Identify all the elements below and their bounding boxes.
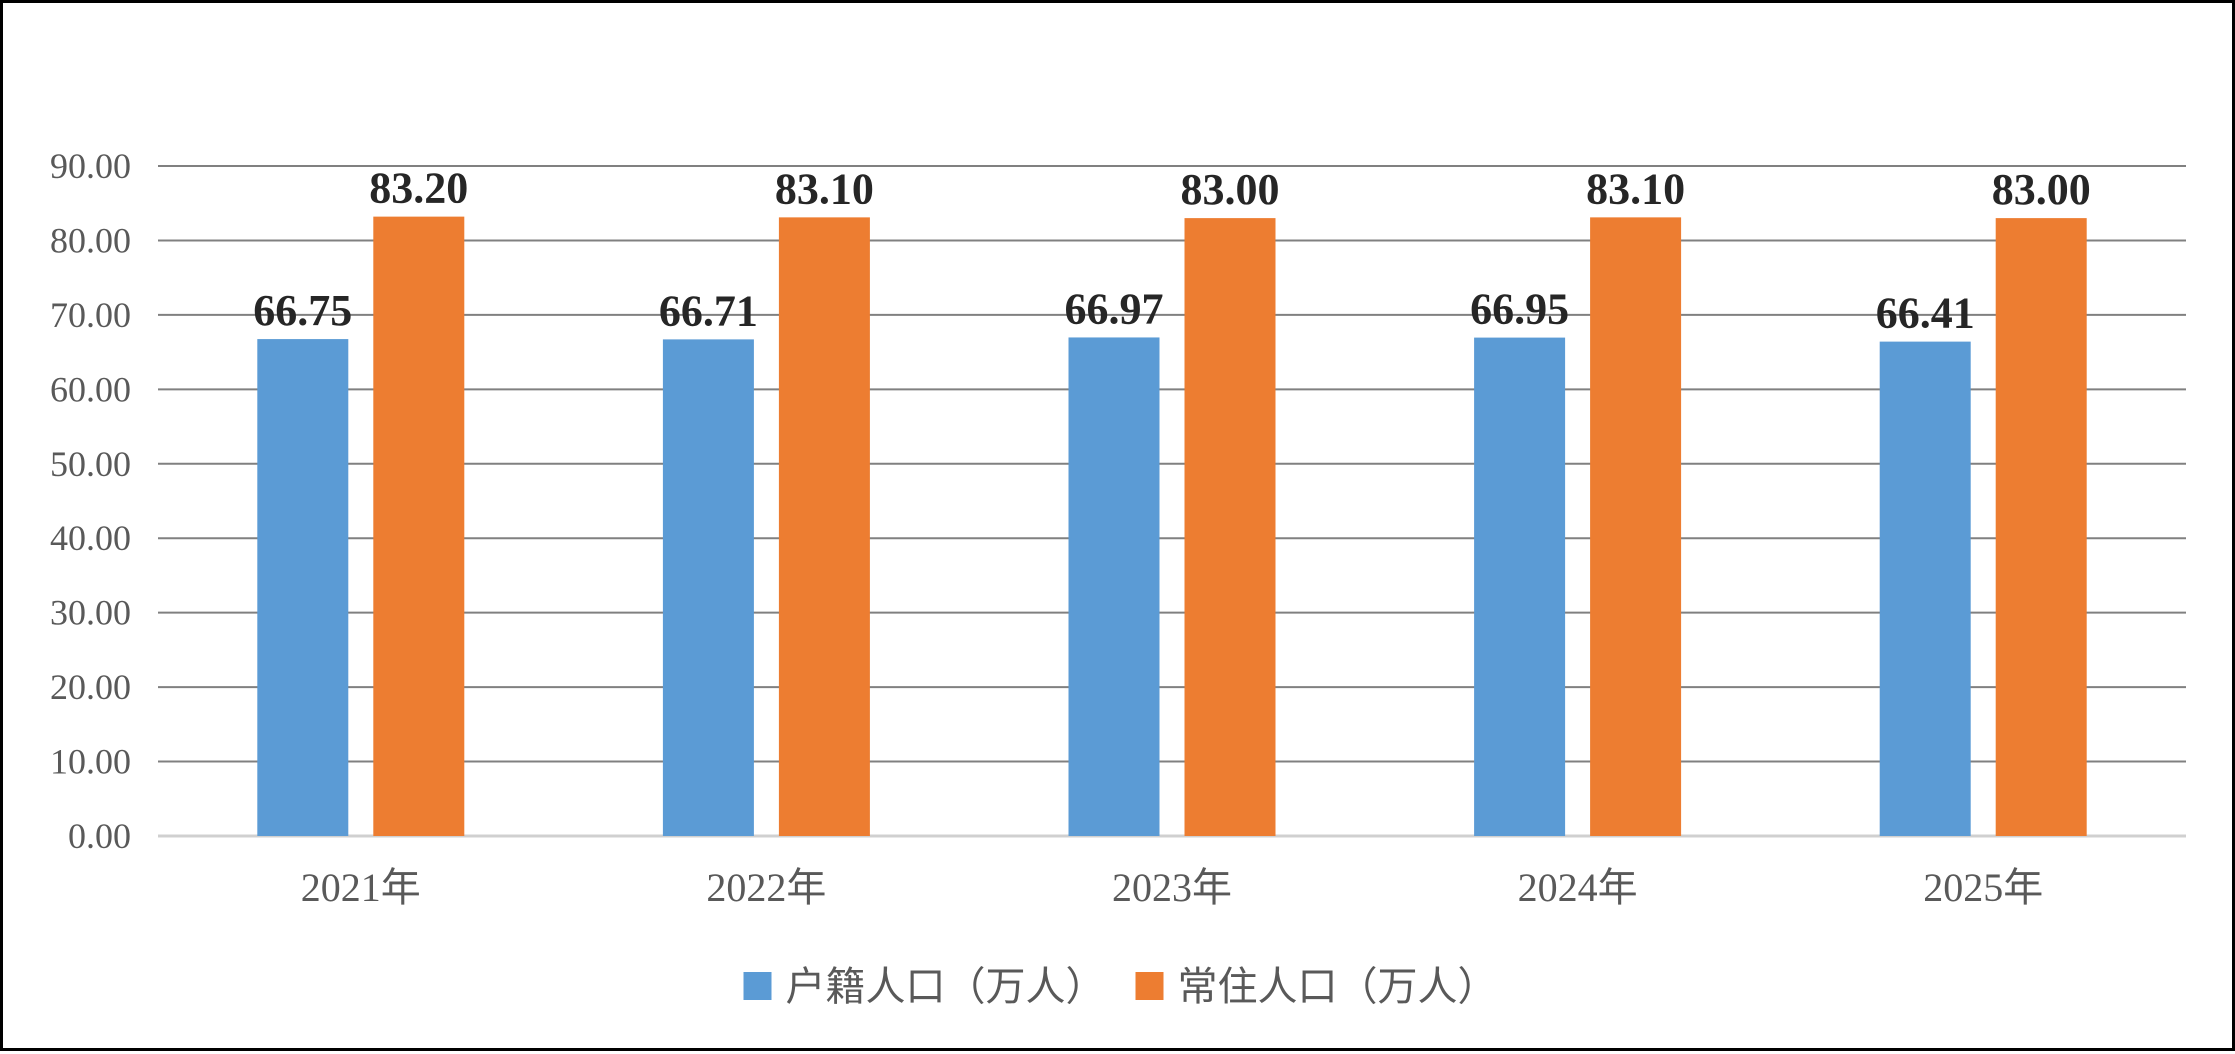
legend-label: 户籍人口（万人）: [786, 964, 1106, 1009]
y-tick-label: 10.00: [50, 742, 131, 782]
y-tick-label: 60.00: [50, 369, 131, 409]
bar-series2: [1184, 218, 1276, 837]
y-tick-label: 0.00: [68, 816, 131, 856]
data-label: 83.20: [369, 164, 468, 213]
x-axis-categories: 2021年 2022年 2023年 2024年 2025年: [301, 865, 2043, 910]
gridlines: [158, 165, 2186, 838]
legend: 户籍人口（万人） 常住人口（万人）: [743, 964, 1498, 1009]
data-label: 83.00: [1181, 165, 1280, 214]
data-label: 66.71: [659, 286, 758, 335]
y-tick-label: 90.00: [50, 146, 131, 186]
x-category-label: 2022年: [706, 865, 826, 910]
data-labels: 66.75 83.20 66.71 83.10 66.97 83.00 66.95 83.10…: [253, 164, 2090, 338]
bars: [257, 216, 2087, 837]
data-label: 66.41: [1876, 289, 1975, 338]
y-tick-label: 40.00: [50, 518, 131, 558]
legend-swatch: [743, 972, 772, 1000]
data-label: 83.10: [775, 164, 874, 213]
y-axis-ticks: 0.00 10.00 20.00 30.00 40.00 50.00 60.00 70.00 8…: [50, 146, 131, 856]
y-tick-label: 30.00: [50, 593, 131, 633]
y-tick-label: 20.00: [50, 667, 131, 707]
data-label: 66.97: [1065, 284, 1164, 333]
bar-series1: [1879, 341, 1971, 836]
data-label: 83.10: [1586, 164, 1685, 213]
data-label: 83.00: [1992, 165, 2091, 214]
x-category-label: 2025年: [1923, 865, 2043, 910]
bar-series2: [373, 216, 465, 837]
bar-series1: [662, 339, 754, 836]
x-category-label: 2023年: [1112, 865, 1232, 910]
y-tick-label: 50.00: [50, 444, 131, 484]
bar-chart: 0.00 10.00 20.00 30.00 40.00 50.00 60.00 70.00 8…: [50, 146, 2186, 1009]
bar-series2: [1590, 217, 1682, 836]
y-tick-label: 80.00: [50, 220, 131, 260]
data-label: 66.75: [253, 286, 352, 335]
bar-series2: [1995, 218, 2087, 837]
x-category-label: 2021年: [301, 865, 421, 910]
legend-swatch: [1135, 972, 1164, 1000]
data-label: 66.95: [1470, 285, 1569, 334]
y-tick-label: 70.00: [50, 295, 131, 335]
x-category-label: 2024年: [1518, 865, 1638, 910]
legend-label: 常住人口（万人）: [1178, 964, 1498, 1009]
bar-series2: [778, 217, 870, 836]
bar-series1: [257, 339, 349, 836]
bar-series1: [1474, 337, 1566, 836]
bar-series1: [1068, 337, 1160, 836]
